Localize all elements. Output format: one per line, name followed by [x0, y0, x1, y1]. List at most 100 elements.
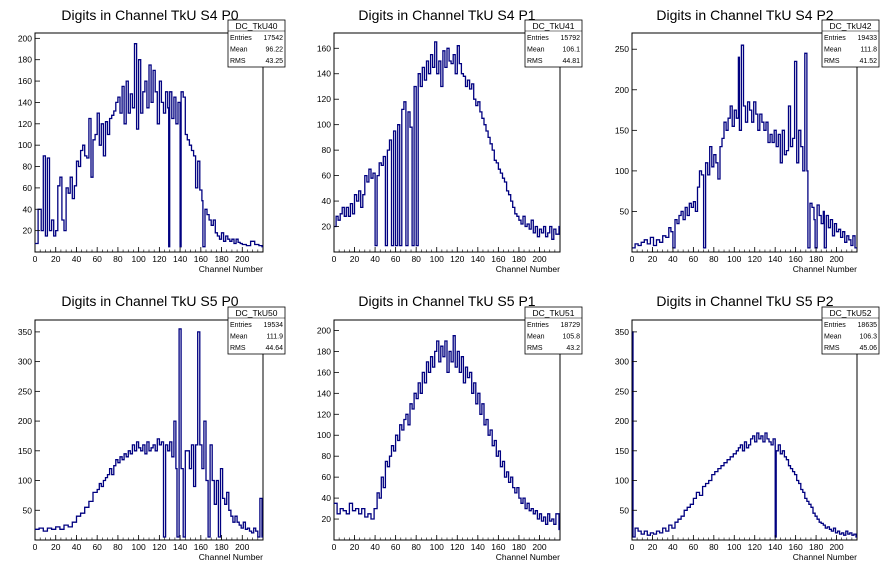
histogram-bin — [339, 508, 341, 509]
histogram-bin — [51, 529, 52, 530]
histogram-bin — [715, 162, 717, 164]
y-tick-label: 140 — [317, 69, 331, 79]
histogram-bin — [76, 160, 77, 162]
histogram-bin — [798, 130, 799, 131]
histogram-bin — [61, 219, 63, 221]
y-tick-label: 120 — [317, 94, 331, 104]
y-tick-label: 100 — [615, 476, 629, 486]
histogram-bin — [103, 155, 104, 157]
histogram-bin — [176, 536, 178, 538]
histogram-series — [334, 41, 560, 247]
histogram-bin — [397, 440, 399, 441]
y-tick-label: 160 — [317, 367, 331, 377]
histogram-bin — [177, 102, 179, 103]
histogram-bin — [175, 123, 177, 125]
histogram-bin — [524, 508, 526, 509]
histogram-bin — [809, 203, 811, 204]
histogram-bin — [72, 198, 73, 199]
histogram-bin — [632, 536, 634, 538]
histogram-bin — [157, 123, 158, 125]
histogram-bin — [223, 241, 224, 242]
x-tick-label: 120 — [748, 542, 762, 552]
histogram-bin — [123, 123, 125, 125]
histogram-bin — [185, 450, 186, 452]
y-tick-label: 300 — [615, 357, 629, 367]
y-tick-label: 100 — [317, 120, 331, 130]
histogram-bin — [452, 54, 454, 55]
histogram-bin — [526, 503, 528, 504]
histogram-bin — [491, 445, 493, 447]
histogram-bin — [690, 504, 691, 505]
histogram-bin — [378, 162, 380, 164]
histogram-bin — [389, 139, 390, 141]
histogram-bin — [90, 176, 92, 178]
histogram-bin — [236, 521, 238, 523]
y-tick-label: 120 — [317, 409, 331, 419]
histogram-bin — [43, 530, 44, 532]
histogram-bin — [415, 398, 417, 399]
histogram-bin — [213, 219, 214, 221]
histogram-bin — [843, 534, 844, 536]
histogram-bin — [765, 121, 767, 123]
histogram-bin — [132, 107, 133, 109]
histogram-bin — [689, 203, 690, 204]
histogram-bin — [366, 181, 368, 183]
histogram-bin — [142, 444, 144, 446]
histogram-bin — [849, 532, 851, 534]
histogram-bin — [530, 508, 532, 509]
histogram-bin — [743, 105, 744, 107]
y-tick-label: 150 — [615, 446, 629, 456]
histogram-bin — [444, 67, 446, 68]
y-tick-label: 250 — [615, 44, 629, 54]
histogram-bin — [640, 242, 642, 243]
histogram-bin — [479, 111, 481, 113]
histogram-bin — [117, 96, 119, 98]
stats-label: Mean — [824, 334, 842, 341]
histogram-bin — [813, 219, 815, 220]
histogram-bin — [463, 76, 464, 77]
histogram-bin — [831, 530, 832, 532]
histogram-bin — [644, 530, 645, 532]
histogram-bin — [686, 215, 688, 216]
histogram-bin — [719, 146, 721, 147]
x-tick-label: 40 — [370, 254, 380, 264]
histogram-bin — [650, 532, 651, 534]
stats-label: Mean — [824, 47, 842, 54]
x-tick-label: 180 — [512, 254, 526, 264]
histogram-bin — [670, 231, 672, 232]
x-tick-label: 20 — [648, 254, 658, 264]
histogram-bin — [500, 172, 501, 174]
x-tick-label: 120 — [450, 254, 464, 264]
histogram-bin — [555, 513, 557, 515]
histogram-bin — [839, 533, 840, 535]
histogram-bin — [812, 512, 814, 514]
histogram-bin — [51, 219, 52, 221]
histogram-bin — [741, 44, 742, 46]
x-tick-label: 200 — [235, 254, 249, 264]
y-tick-label: 100 — [615, 166, 629, 176]
histogram-bin — [349, 503, 350, 504]
histogram-bin — [254, 244, 255, 245]
histogram-bin — [352, 510, 353, 512]
histogram-bin — [261, 246, 263, 247]
histogram-bin — [825, 527, 826, 529]
stats-value: 43.2 — [566, 345, 580, 352]
stats-label: RMS — [527, 58, 543, 65]
y-tick-label: 40 — [23, 204, 33, 214]
histogram-bin — [179, 246, 181, 247]
histogram-series — [334, 335, 560, 531]
histogram-bin — [242, 244, 243, 245]
histogram-bin — [729, 456, 731, 458]
histogram-bin — [768, 441, 770, 443]
y-tick-label: 50 — [23, 505, 33, 515]
stats-value: 106.1 — [562, 47, 580, 54]
chart-title: Digits in Channel TkU S5 P2 — [656, 293, 833, 309]
x-tick-label: 180 — [214, 542, 228, 552]
histogram-bin — [367, 513, 369, 515]
histogram-bin — [195, 187, 196, 189]
stats-histogram-name: DC_TkU52 — [829, 308, 871, 318]
histogram-bin — [140, 112, 141, 114]
histogram-bin — [504, 476, 505, 478]
histogram-bin — [647, 243, 648, 245]
